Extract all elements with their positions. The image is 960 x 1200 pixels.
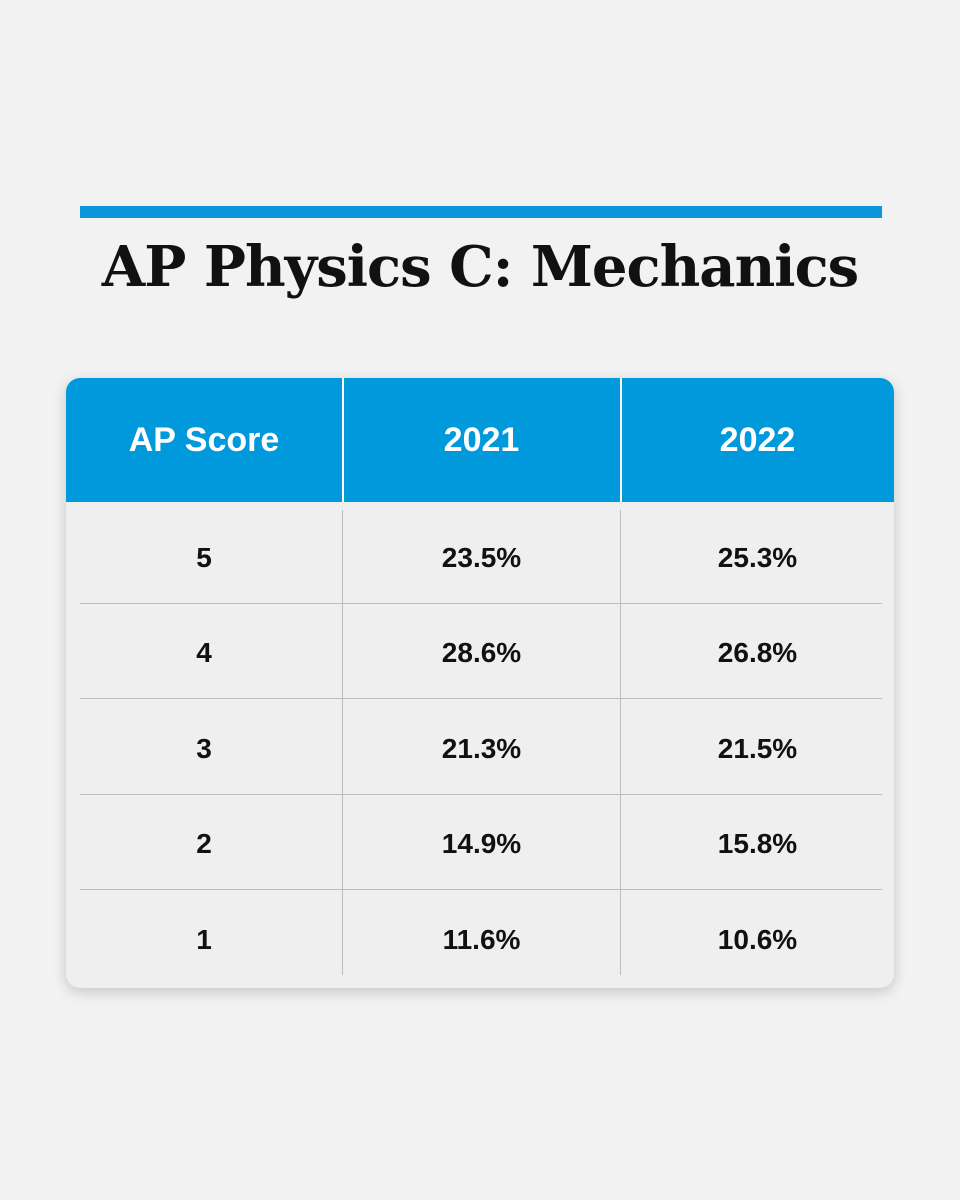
row-divider: [80, 602, 882, 604]
row-divider: [80, 698, 882, 699]
table-cell: 11.6%: [442, 923, 521, 955]
table-cell: 26.8%: [717, 637, 798, 669]
table-cell: 15.8%: [717, 828, 798, 860]
title: AP Physics C: Mechanics: [101, 234, 859, 300]
header-divider: [342, 378, 344, 502]
row-divider: [80, 793, 882, 795]
table-cell: 2: [196, 828, 212, 860]
column-divider: [620, 510, 621, 975]
row-divider: [80, 889, 882, 890]
table-cell: 14.9%: [441, 828, 522, 860]
table-header: [66, 378, 894, 502]
column-divider: [342, 510, 343, 975]
header-divider: [620, 378, 622, 502]
table-cell: 21.5%: [717, 732, 798, 764]
table-cell: 5: [196, 541, 212, 573]
header-cell: 2021: [443, 420, 520, 459]
header-cell: 2022: [719, 420, 796, 459]
table-cell: 10.6%: [717, 923, 798, 955]
table-cell: 21.3%: [441, 732, 522, 764]
table-cell: 3: [196, 732, 212, 764]
table-cell: 25.3%: [717, 541, 798, 573]
accent-bar: [80, 206, 882, 218]
table-cell: 23.5%: [441, 541, 522, 573]
header-cell: AP Score: [128, 420, 280, 459]
table-card: AP Score 2021 2022 5 23.5% 25.3% 4 28.6% 26.8% 3 2…: [66, 378, 894, 988]
table-cell: 28.6%: [441, 637, 522, 669]
table-cell: 4: [196, 637, 212, 669]
table-cell: 1: [196, 923, 212, 955]
